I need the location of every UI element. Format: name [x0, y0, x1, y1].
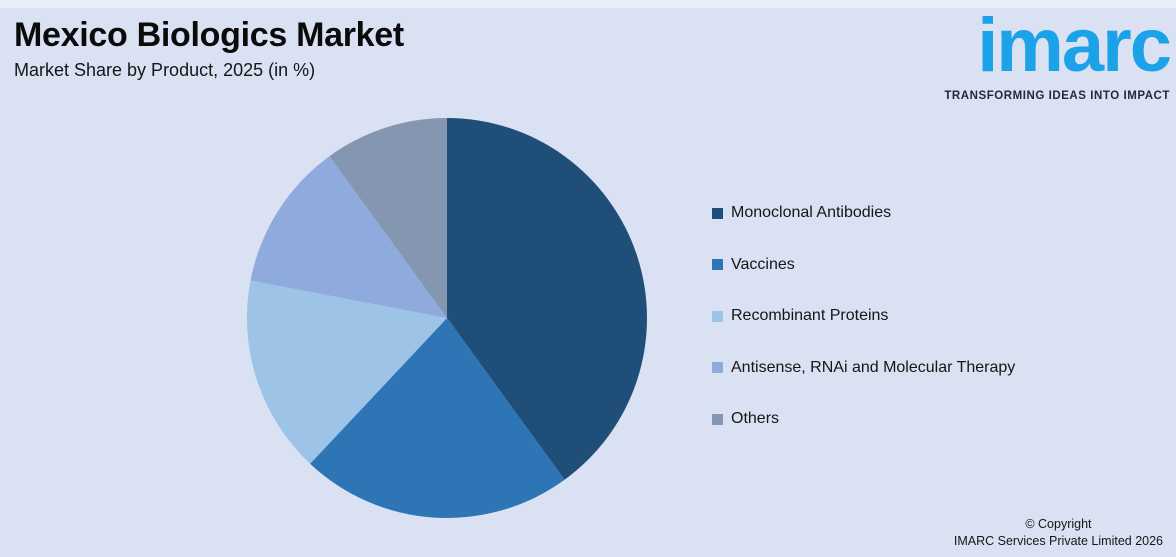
- legend-swatch-icon: [712, 259, 723, 270]
- legend-label: Others: [731, 410, 780, 427]
- pie-slice-monoclonal-antibodies: [447, 118, 647, 480]
- pie-slice-others: [329, 118, 447, 318]
- pie-slice-recombinant-proteins: [246, 280, 447, 464]
- pie-chart: [246, 118, 647, 518]
- legend-swatch-icon: [712, 310, 723, 322]
- imarc-logo: imarc TRANSFORMING IDEAS INTO IMPACT: [938, 0, 1172, 102]
- legend-swatch-icon: [712, 413, 723, 425]
- page-title: Mexico Biologics Market: [14, 16, 404, 54]
- copyright-line1: © Copyright: [1025, 517, 1092, 531]
- legend-item-others: Others: [712, 409, 1015, 429]
- copyright: © Copyright IMARC Services Private Limit…: [954, 516, 1163, 549]
- copyright-line2: IMARC Services Private Limited 2026: [953, 533, 1163, 548]
- top-edge-strip: [0, 0, 1176, 8]
- page-subtitle: Market Share by Product, 2025 (in %): [14, 60, 316, 80]
- legend-label: Antisense, RNAi and Molecular Therapy: [731, 358, 1016, 376]
- chart-header: Mexico Biologics Market Market Share by …: [14, 16, 404, 81]
- legend-item-recombinant-proteins: Recombinant Proteins: [712, 306, 1015, 326]
- legend-item-monoclonal-antibodies: Monoclonal Antibodies: [712, 203, 1015, 223]
- pie-slice-vaccines: [310, 318, 565, 518]
- legend: Monoclonal Antibodies Vaccines Recombina…: [712, 203, 1015, 461]
- pie-slice-antisense-rnai-and-molecular-therapy: [250, 156, 447, 318]
- legend-swatch-icon: [712, 207, 723, 219]
- imarc-tagline: TRANSFORMING IDEAS INTO IMPACT: [944, 90, 1170, 102]
- legend-swatch-icon: [712, 362, 723, 373]
- legend-label: Recombinant Proteins: [731, 307, 889, 324]
- imarc-wordmark-text: imarc: [977, 3, 1172, 88]
- legend-item-vaccines: Vaccines: [712, 255, 1015, 275]
- legend-item-antisense-rnai-molecular-therapy: Antisense, RNAi and Molecular Therapy: [712, 358, 1015, 378]
- legend-label: Vaccines: [731, 255, 795, 273]
- pie-svg: [246, 118, 647, 518]
- legend-label: Monoclonal Antibodies: [731, 204, 892, 221]
